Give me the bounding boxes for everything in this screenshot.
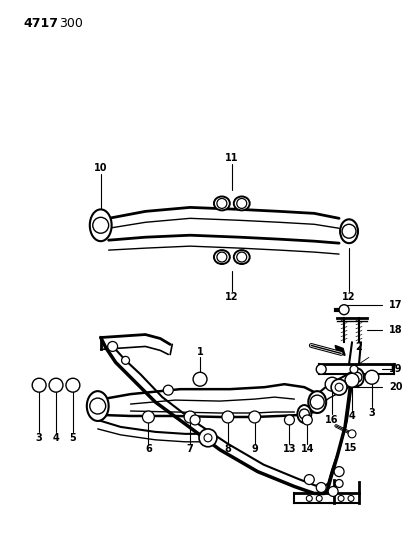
Ellipse shape <box>214 250 230 264</box>
Ellipse shape <box>90 209 112 241</box>
Circle shape <box>338 496 344 502</box>
Circle shape <box>237 252 247 262</box>
Circle shape <box>93 217 109 233</box>
Text: 1: 1 <box>196 348 203 358</box>
Text: 8: 8 <box>224 444 231 454</box>
Circle shape <box>348 496 354 502</box>
Ellipse shape <box>234 250 250 264</box>
Text: 20: 20 <box>389 382 402 392</box>
Circle shape <box>316 365 326 374</box>
Ellipse shape <box>340 219 358 243</box>
Ellipse shape <box>214 197 230 211</box>
Circle shape <box>306 496 312 502</box>
Circle shape <box>143 411 155 423</box>
Text: 9: 9 <box>251 444 258 454</box>
Ellipse shape <box>298 405 311 423</box>
Ellipse shape <box>234 197 250 211</box>
Circle shape <box>163 385 173 395</box>
Circle shape <box>49 378 63 392</box>
Circle shape <box>304 474 314 484</box>
Circle shape <box>339 305 349 314</box>
Circle shape <box>325 377 339 391</box>
Ellipse shape <box>308 391 326 413</box>
Text: 5: 5 <box>69 433 76 443</box>
Text: 17: 17 <box>389 300 402 310</box>
Circle shape <box>310 395 324 409</box>
Circle shape <box>348 430 356 438</box>
Text: 12: 12 <box>225 292 238 302</box>
Circle shape <box>237 198 247 208</box>
Circle shape <box>352 372 362 382</box>
Circle shape <box>66 378 80 392</box>
Circle shape <box>316 496 322 502</box>
Circle shape <box>90 398 106 414</box>
Circle shape <box>193 372 207 386</box>
Circle shape <box>184 411 196 423</box>
Circle shape <box>222 411 234 423</box>
Circle shape <box>217 198 227 208</box>
Text: 3: 3 <box>36 433 42 443</box>
Circle shape <box>350 365 358 373</box>
Circle shape <box>199 429 217 447</box>
Text: 16: 16 <box>326 415 339 425</box>
Circle shape <box>204 434 212 442</box>
Circle shape <box>108 342 118 351</box>
Polygon shape <box>335 345 345 356</box>
Text: 3: 3 <box>369 408 375 418</box>
Text: 4: 4 <box>53 433 60 443</box>
Text: 10: 10 <box>94 163 107 173</box>
Circle shape <box>335 480 343 488</box>
Circle shape <box>365 370 379 384</box>
Circle shape <box>331 379 347 395</box>
Text: 18: 18 <box>389 325 402 335</box>
Text: 2: 2 <box>356 342 363 352</box>
Text: 4: 4 <box>349 411 356 421</box>
Ellipse shape <box>87 391 109 421</box>
Text: 6: 6 <box>145 444 152 454</box>
Circle shape <box>316 482 326 492</box>
Text: 11: 11 <box>225 153 238 163</box>
Circle shape <box>328 487 338 496</box>
Circle shape <box>190 415 200 425</box>
Circle shape <box>32 378 46 392</box>
Text: 15: 15 <box>344 443 358 453</box>
Text: 300: 300 <box>59 17 83 30</box>
Circle shape <box>342 224 356 238</box>
Text: 4717: 4717 <box>23 17 58 30</box>
Text: 12: 12 <box>342 292 356 302</box>
Ellipse shape <box>350 368 364 386</box>
Circle shape <box>217 252 227 262</box>
Circle shape <box>284 415 294 425</box>
Circle shape <box>334 466 344 477</box>
Text: 13: 13 <box>283 444 296 454</box>
Text: 14: 14 <box>300 444 314 454</box>
Text: 19: 19 <box>389 364 402 374</box>
Circle shape <box>122 357 129 365</box>
Circle shape <box>335 383 343 391</box>
Circle shape <box>345 373 359 387</box>
Circle shape <box>299 409 309 419</box>
Circle shape <box>249 411 261 423</box>
Circle shape <box>302 415 312 425</box>
Text: 7: 7 <box>187 444 194 454</box>
